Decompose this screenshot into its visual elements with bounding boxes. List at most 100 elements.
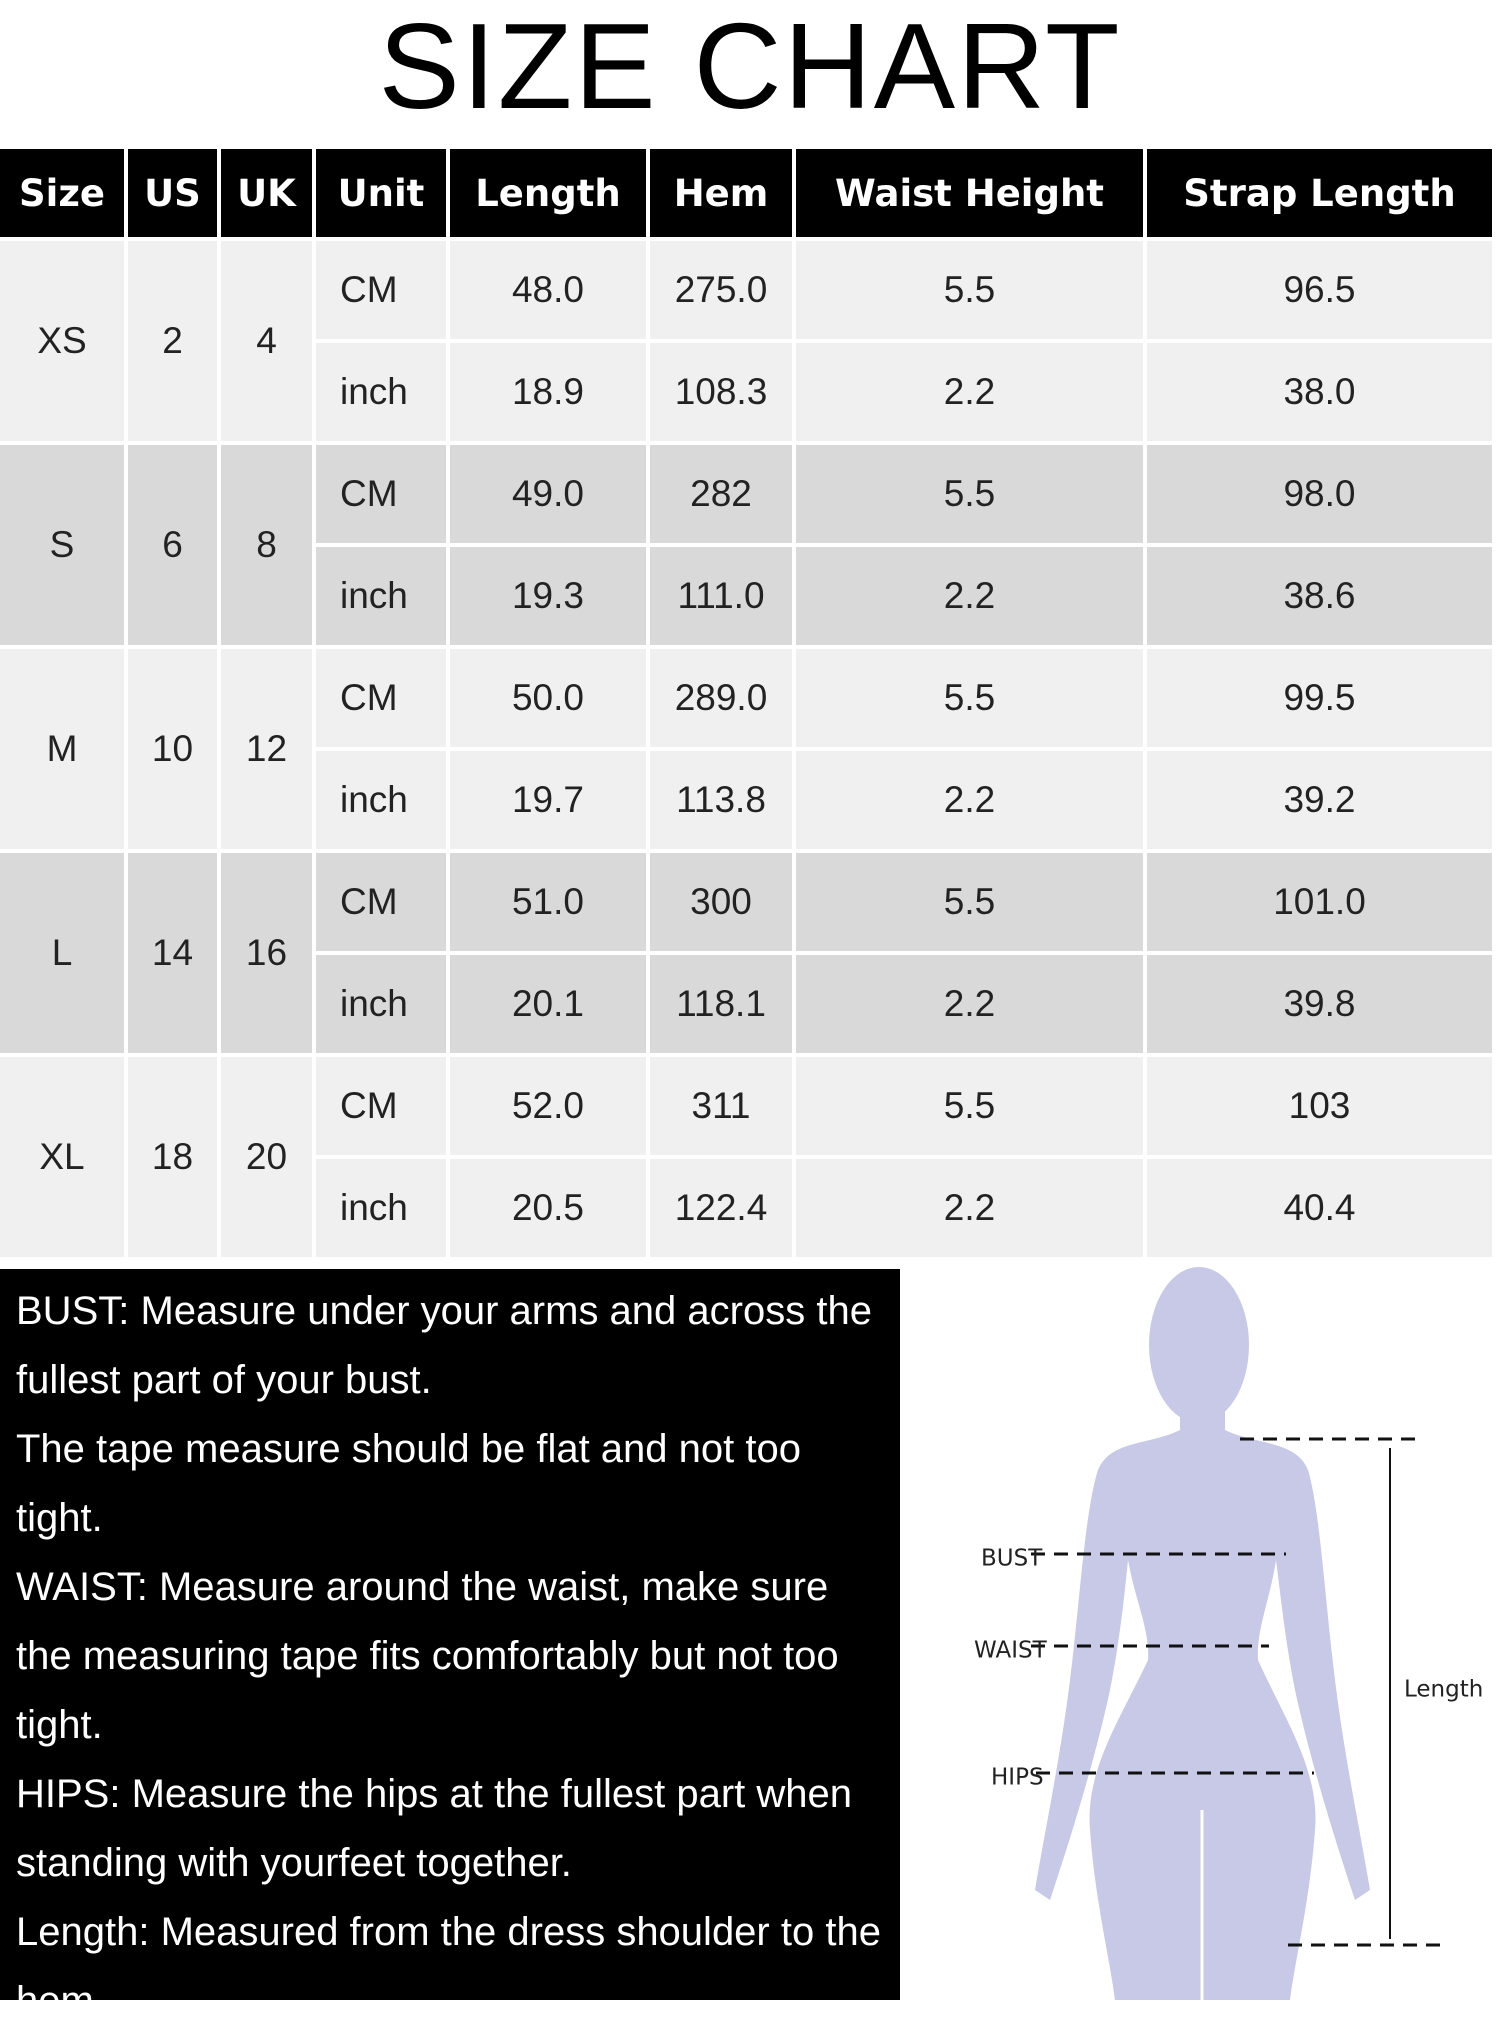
uk-cell: 4 xyxy=(221,241,312,441)
note: The tape measure should be flat and not … xyxy=(16,1427,801,1540)
unit-cell: inch xyxy=(316,1159,446,1257)
hips-label: HIPS xyxy=(991,1765,1044,1791)
value-cell: 50.0 xyxy=(450,649,646,747)
title: SIZE CHART xyxy=(378,0,1122,134)
value-cell: 5.5 xyxy=(796,853,1143,951)
value-cell: 2.2 xyxy=(796,751,1143,849)
unit-cell: CM xyxy=(316,853,446,951)
us-cell: 6 xyxy=(128,445,217,645)
value-cell: 38.6 xyxy=(1147,547,1492,645)
size-table: Size US UK Unit Length Hem Waist Height Strap L… xyxy=(0,145,1496,1261)
value-cell: 2.2 xyxy=(796,955,1143,1053)
table-row: XL 18 20 CM 52.0 311 5.5 103 xyxy=(0,1057,1492,1257)
unit-cell: CM xyxy=(316,241,446,339)
value-cell: 20.1 xyxy=(450,955,646,1053)
value-cell: 5.5 xyxy=(796,1057,1143,1155)
notes: BUST: Measure under your arms and across… xyxy=(0,1269,900,2023)
header-cell: US xyxy=(128,149,217,237)
header-cell: Unit xyxy=(316,149,446,237)
us-cell: 2 xyxy=(128,241,217,441)
waist-label: WAIST xyxy=(974,1638,1048,1664)
value-cell: 2.2 xyxy=(796,1159,1143,1257)
value-cell: 111.0 xyxy=(650,547,792,645)
table-row: XS 2 4 CM 48.0 275.0 5.5 96.5 xyxy=(0,241,1492,441)
us-cell: 14 xyxy=(128,853,217,1053)
table-row: M 10 12 CM 50.0 289.0 5.5 99.5 xyxy=(0,649,1492,849)
value-cell: 300 xyxy=(650,853,792,951)
table-row: S 6 8 CM 49.0 282 5.5 98.0 xyxy=(0,445,1492,645)
uk-cell: 20 xyxy=(221,1057,312,1257)
unit-cell: CM xyxy=(316,649,446,747)
value-cell: 2.2 xyxy=(796,547,1143,645)
note: HIPS: Measure the hips at the fullest pa… xyxy=(16,1772,852,1885)
value-cell: 122.4 xyxy=(650,1159,792,1257)
size-cell: XS xyxy=(0,241,124,441)
us-cell: 18 xyxy=(128,1057,217,1257)
table-row: inch 20.1 118.1 2.2 39.8 xyxy=(0,955,1492,1053)
value-cell: 49.0 xyxy=(450,445,646,543)
value-cell: 19.7 xyxy=(450,751,646,849)
us-cell: 10 xyxy=(128,649,217,849)
table-row: inch 19.7 113.8 2.2 39.2 xyxy=(0,751,1492,849)
header-cell: UK xyxy=(221,149,312,237)
value-cell: 2.2 xyxy=(796,343,1143,441)
header-row: Size US UK Unit Length Hem Waist Height Strap L… xyxy=(0,149,1492,237)
unit-cell: CM xyxy=(316,1057,446,1155)
uk-cell: 16 xyxy=(221,853,312,1053)
bust-label: BUST xyxy=(981,1546,1043,1572)
value-cell: 103 xyxy=(1147,1057,1492,1155)
size-cell: XL xyxy=(0,1057,124,1257)
value-cell: 275.0 xyxy=(650,241,792,339)
value-cell: 108.3 xyxy=(650,343,792,441)
unit-cell: inch xyxy=(316,751,446,849)
unit-cell: inch xyxy=(316,955,446,1053)
value-cell: 38.0 xyxy=(1147,343,1492,441)
value-cell: 51.0 xyxy=(450,853,646,951)
value-cell: 98.0 xyxy=(1147,445,1492,543)
note: WAIST: Measure around the waist, make su… xyxy=(16,1565,839,1747)
value-cell: 311 xyxy=(650,1057,792,1155)
value-cell: 5.5 xyxy=(796,241,1143,339)
value-cell: 118.1 xyxy=(650,955,792,1053)
value-cell: 20.5 xyxy=(450,1159,646,1257)
header-cell: Size xyxy=(0,149,124,237)
value-cell: 282 xyxy=(650,445,792,543)
size-cell: M xyxy=(0,649,124,849)
header-cell: Length xyxy=(450,149,646,237)
body-silhouette xyxy=(1035,1400,1370,2000)
value-cell: 18.9 xyxy=(450,343,646,441)
value-cell: 113.8 xyxy=(650,751,792,849)
table-row: inch 18.9 108.3 2.2 38.0 xyxy=(0,343,1492,441)
header-cell: Waist Height xyxy=(796,149,1143,237)
table-row: inch 19.3 111.0 2.2 38.6 xyxy=(0,547,1492,645)
note: Length: Measured from the dress shoulder… xyxy=(16,1910,881,2023)
value-cell: 19.3 xyxy=(450,547,646,645)
value-cell: 5.5 xyxy=(796,445,1143,543)
value-cell: 101.0 xyxy=(1147,853,1492,951)
value-cell: 5.5 xyxy=(796,649,1143,747)
uk-cell: 8 xyxy=(221,445,312,645)
table-row: inch 20.5 122.4 2.2 40.4 xyxy=(0,1159,1492,1257)
value-cell: 289.0 xyxy=(650,649,792,747)
header-cell: Strap Length xyxy=(1147,149,1492,237)
value-cell: 48.0 xyxy=(450,241,646,339)
table-body: XS 2 4 CM 48.0 275.0 5.5 96.5 inch 18.9 108.3 2.2 38… xyxy=(0,241,1492,1257)
value-cell: 99.5 xyxy=(1147,649,1492,747)
note: BUST: Measure under your arms and across… xyxy=(16,1289,872,1402)
table-row: L 14 16 CM 51.0 300 5.5 101.0 xyxy=(0,853,1492,1053)
value-cell: 52.0 xyxy=(450,1057,646,1155)
size-cell: S xyxy=(0,445,124,645)
value-cell: 96.5 xyxy=(1147,241,1492,339)
unit-cell: inch xyxy=(316,343,446,441)
length-label: Length xyxy=(1404,1677,1483,1703)
unit-cell: inch xyxy=(316,547,446,645)
size-cell: L xyxy=(0,853,124,1053)
uk-cell: 12 xyxy=(221,649,312,849)
unit-cell: CM xyxy=(316,445,446,543)
value-cell: 39.2 xyxy=(1147,751,1492,849)
value-cell: 39.8 xyxy=(1147,955,1492,1053)
head xyxy=(1149,1267,1249,1423)
value-cell: 40.4 xyxy=(1147,1159,1492,1257)
header-cell: Hem xyxy=(650,149,792,237)
